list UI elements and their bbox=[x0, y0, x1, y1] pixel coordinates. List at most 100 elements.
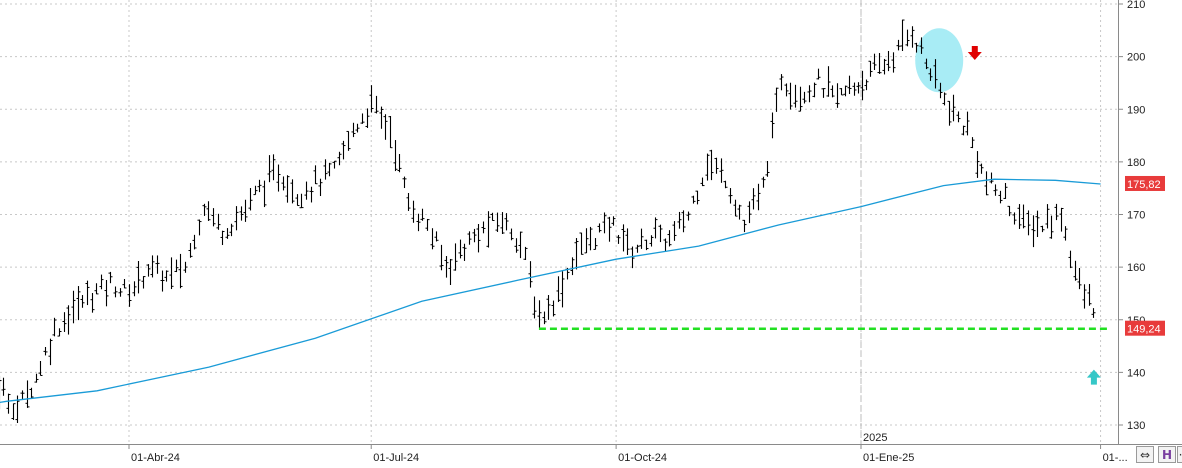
ohlc-bar bbox=[104, 280, 109, 307]
ohlc-bar bbox=[839, 88, 844, 96]
ohlc-bar bbox=[327, 162, 332, 177]
ohlc-bar bbox=[691, 195, 696, 204]
ohlc-bar bbox=[900, 19, 905, 51]
ohlc-bar bbox=[295, 194, 300, 207]
ohlc-bar bbox=[798, 86, 803, 112]
ohlc-bar bbox=[933, 59, 938, 89]
ohlc-bar bbox=[835, 83, 840, 108]
ohlc-bar bbox=[649, 235, 654, 247]
ohlc-bar bbox=[705, 153, 710, 181]
ohlc-bar bbox=[1063, 226, 1068, 241]
ohlc-bar bbox=[597, 223, 602, 233]
ohlc-bar bbox=[48, 338, 53, 366]
ohlc-bar bbox=[514, 238, 519, 253]
ohlc-bar bbox=[714, 157, 719, 174]
x-tick-label: 01-Jul-24 bbox=[373, 452, 419, 464]
signal-arrows bbox=[967, 45, 1101, 385]
ohlc-bar bbox=[965, 111, 970, 136]
ohlc-bar bbox=[830, 85, 835, 98]
ohlc-bar bbox=[0, 375, 2, 410]
ohlc-bar bbox=[76, 286, 81, 321]
ohlc-bar bbox=[318, 178, 323, 197]
y-tick-label: 210 bbox=[1127, 0, 1145, 11]
extra-button[interactable]: · bbox=[1177, 446, 1182, 463]
ohlc-bar bbox=[108, 271, 113, 284]
scroll-zoom-button[interactable]: ⇔ bbox=[1136, 446, 1154, 463]
ohlc-bar bbox=[891, 52, 896, 73]
ohlc-bar bbox=[1049, 215, 1054, 239]
ohlc-bar bbox=[695, 190, 700, 205]
ohlc-bar bbox=[267, 155, 272, 183]
ohlc-bar bbox=[220, 230, 225, 246]
ohlc-bar bbox=[90, 292, 95, 313]
highlight-circle bbox=[915, 28, 964, 93]
ohlc-bar bbox=[928, 68, 933, 81]
ohlc-bar bbox=[439, 244, 444, 271]
ohlc-bar bbox=[262, 180, 267, 208]
ohlc-bar bbox=[728, 188, 733, 204]
y-tick-label: 130 bbox=[1127, 420, 1145, 432]
ohlc-bar bbox=[761, 176, 766, 188]
ohlc-bar bbox=[52, 317, 57, 337]
ohlc-bar bbox=[1087, 283, 1092, 306]
ohlc-bar bbox=[1045, 204, 1050, 229]
h-button[interactable]: H bbox=[1158, 446, 1176, 463]
ohlc-bar bbox=[523, 246, 528, 261]
axes bbox=[0, 0, 1182, 445]
ohlc-bar bbox=[388, 116, 393, 149]
ohlc-bar bbox=[793, 84, 798, 108]
ohlc-bar bbox=[993, 184, 998, 196]
x-axis-ticks: 01-Abr-24 01-Jul-24 01-Oct-24 01-Ene-25 01-.… bbox=[128, 444, 1128, 464]
ohlc-bar bbox=[856, 82, 861, 94]
ohlc-bar bbox=[756, 183, 761, 211]
ohlc-bar bbox=[351, 122, 356, 138]
ohlc-bar bbox=[896, 39, 901, 51]
ohlc-bar bbox=[788, 82, 793, 110]
ohlc-bar bbox=[956, 111, 961, 123]
ohlc-bar bbox=[202, 203, 207, 216]
ohlc-bar bbox=[938, 82, 943, 99]
ohlc-bar bbox=[481, 221, 486, 234]
ohlc-bar bbox=[816, 68, 821, 80]
ohlc-bar bbox=[1026, 210, 1031, 236]
ohlc-bar bbox=[132, 281, 137, 297]
ohlc-bar bbox=[989, 172, 994, 184]
ohlc-bar bbox=[616, 234, 621, 244]
ohlc-bar bbox=[826, 66, 831, 97]
ohlc-bar bbox=[686, 211, 691, 221]
ohlc-bar bbox=[625, 228, 630, 255]
ohlc-bar bbox=[807, 85, 812, 103]
ohlc-bar bbox=[1007, 205, 1012, 217]
ohlc-bar bbox=[20, 390, 25, 400]
ohlc-bar bbox=[751, 188, 756, 210]
ohlc-bar bbox=[551, 300, 556, 317]
ohlc-bar bbox=[216, 213, 221, 230]
ohlc-bar bbox=[770, 112, 775, 139]
ohlc-bar bbox=[588, 226, 593, 251]
ohlc-bar bbox=[584, 228, 589, 254]
ohlc-bar bbox=[458, 239, 463, 259]
ohlc-bar bbox=[188, 243, 193, 258]
ohlc-bar bbox=[453, 243, 458, 271]
ohlc-bar bbox=[1077, 267, 1082, 290]
ohlc-bar bbox=[672, 221, 677, 241]
ohlc-bar bbox=[924, 58, 929, 70]
ohlc-bar bbox=[611, 216, 616, 226]
ohlc-bar bbox=[183, 261, 188, 273]
ohlc-bar bbox=[406, 193, 411, 211]
ohlc-bar bbox=[281, 176, 286, 191]
ohlc-bar bbox=[951, 94, 956, 122]
ohlc-bar bbox=[476, 223, 481, 253]
ohlc-bar bbox=[374, 95, 379, 114]
buy-arrow-icon bbox=[1086, 369, 1101, 385]
ohlc-bar bbox=[495, 212, 500, 232]
moving-average-line bbox=[0, 178, 1101, 404]
ohlc-bar bbox=[211, 208, 216, 227]
ohlc-bar bbox=[542, 311, 547, 325]
ohlc-bar bbox=[556, 276, 561, 303]
ohlc-bar bbox=[141, 276, 146, 289]
ohlc-bar bbox=[313, 165, 318, 185]
ohlc-bar bbox=[434, 231, 439, 242]
ohlc-bar bbox=[57, 328, 62, 337]
